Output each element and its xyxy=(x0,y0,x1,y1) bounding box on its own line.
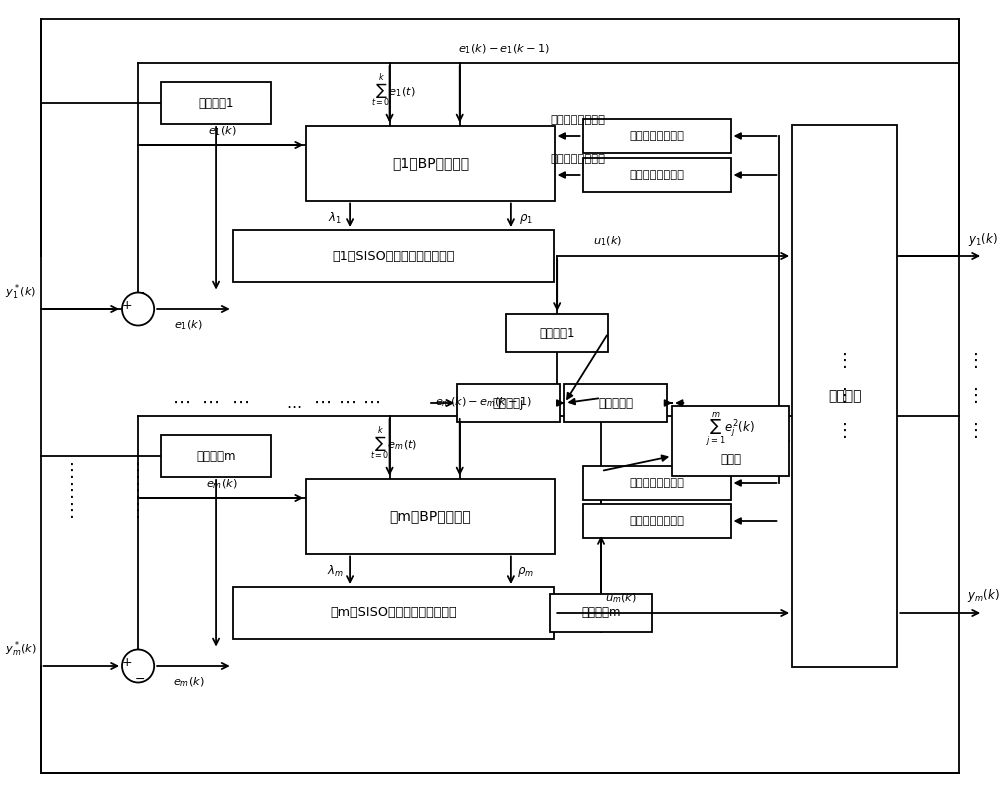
Text: ⋮: ⋮ xyxy=(129,482,147,500)
Text: −: − xyxy=(135,286,145,300)
Text: $y_1(k)$: $y_1(k)$ xyxy=(968,230,998,248)
Text: 更新输出层权系数: 更新输出层权系数 xyxy=(551,154,606,164)
Text: 梯度信息集: 梯度信息集 xyxy=(598,396,633,410)
Text: 系统误差m: 系统误差m xyxy=(196,449,236,463)
Text: $e_m(k)$: $e_m(k)$ xyxy=(206,477,238,490)
Text: ⋯: ⋯ xyxy=(363,394,381,412)
Text: +: + xyxy=(122,656,133,668)
Text: 被控对象: 被控对象 xyxy=(828,389,861,403)
Text: $e_1(k)$: $e_1(k)$ xyxy=(208,124,237,138)
Text: ⋯: ⋯ xyxy=(202,394,220,412)
Text: $\sum_{j=1}^{m}e_j^2(k)$: $\sum_{j=1}^{m}e_j^2(k)$ xyxy=(706,411,755,448)
Text: $y_1^*(k)$: $y_1^*(k)$ xyxy=(5,282,37,302)
Text: …: … xyxy=(286,396,302,411)
Circle shape xyxy=(122,293,154,326)
FancyBboxPatch shape xyxy=(306,126,555,200)
Text: ⋯: ⋯ xyxy=(314,394,332,412)
Text: ⋯: ⋯ xyxy=(339,394,357,412)
Text: ⋮: ⋮ xyxy=(129,462,147,480)
Text: 更新输出层权系数: 更新输出层权系数 xyxy=(629,170,684,180)
Text: ⋯: ⋯ xyxy=(173,394,191,412)
Text: 系统误差1: 系统误差1 xyxy=(198,97,234,109)
Text: ⋮: ⋮ xyxy=(836,352,854,370)
FancyBboxPatch shape xyxy=(457,384,560,422)
Text: ⋮: ⋮ xyxy=(63,502,81,520)
Circle shape xyxy=(122,649,154,683)
FancyBboxPatch shape xyxy=(161,82,271,124)
Text: +: + xyxy=(122,298,133,312)
FancyBboxPatch shape xyxy=(583,158,731,192)
Text: $y_m^*(k)$: $y_m^*(k)$ xyxy=(5,639,37,659)
Text: $\rho_m$: $\rho_m$ xyxy=(517,565,534,578)
Text: $\sum_{t=0}^{k}e_1(t)$: $\sum_{t=0}^{k}e_1(t)$ xyxy=(371,72,416,110)
FancyBboxPatch shape xyxy=(792,125,897,667)
Text: $\rho_1$: $\rho_1$ xyxy=(519,211,532,225)
Text: 更新隐含层权系数: 更新隐含层权系数 xyxy=(629,478,684,488)
Text: ⋯: ⋯ xyxy=(231,394,249,412)
Text: 更新隐含层权系数: 更新隐含层权系数 xyxy=(629,131,684,141)
Text: $u_1(k)$: $u_1(k)$ xyxy=(593,234,622,248)
Text: ⋮: ⋮ xyxy=(967,422,985,440)
Text: $e_1(k)-e_1(k-1)$: $e_1(k)-e_1(k-1)$ xyxy=(458,42,549,56)
Text: $u_m(k)$: $u_m(k)$ xyxy=(605,591,636,605)
Text: $\sum_{t=0}^{k}e_m(t)$: $\sum_{t=0}^{k}e_m(t)$ xyxy=(370,426,417,463)
Text: $e_1(k)$: $e_1(k)$ xyxy=(174,318,203,331)
Text: ⋮: ⋮ xyxy=(129,502,147,520)
FancyBboxPatch shape xyxy=(550,594,652,632)
Text: $\lambda_m$: $\lambda_m$ xyxy=(327,564,344,579)
Text: $e_m(k)$: $e_m(k)$ xyxy=(173,676,205,689)
Text: −: − xyxy=(135,672,145,686)
FancyBboxPatch shape xyxy=(306,479,555,554)
FancyBboxPatch shape xyxy=(672,406,789,476)
Text: $y_m(k)$: $y_m(k)$ xyxy=(967,588,999,604)
Text: ⋮: ⋮ xyxy=(63,462,81,480)
Text: ⋮: ⋮ xyxy=(967,352,985,370)
FancyBboxPatch shape xyxy=(233,587,554,639)
Text: 第1个BP神经网络: 第1个BP神经网络 xyxy=(392,156,469,170)
Text: 更新隐含层权系数: 更新隐含层权系数 xyxy=(551,115,606,125)
FancyBboxPatch shape xyxy=(583,119,731,153)
Text: 第m个BP神经网络: 第m个BP神经网络 xyxy=(390,509,471,523)
Text: 更新输出层权系数: 更新输出层权系数 xyxy=(629,516,684,526)
Text: ⋮: ⋮ xyxy=(836,387,854,405)
Text: 梯度信息j: 梯度信息j xyxy=(493,396,524,410)
Text: 第1个SISO紧格式无模型控制器: 第1个SISO紧格式无模型控制器 xyxy=(332,249,455,263)
Text: $e_m(k)-e_m(k-1)$: $e_m(k)-e_m(k-1)$ xyxy=(435,396,533,409)
Text: $\lambda_1$: $\lambda_1$ xyxy=(328,211,342,226)
Text: ⋮: ⋮ xyxy=(967,387,985,405)
FancyBboxPatch shape xyxy=(233,230,554,282)
Text: 最小化: 最小化 xyxy=(720,452,741,465)
Text: 梯度信息1: 梯度信息1 xyxy=(539,327,575,339)
FancyBboxPatch shape xyxy=(161,435,271,477)
Text: ⋮: ⋮ xyxy=(63,482,81,500)
Text: ⋮: ⋮ xyxy=(836,422,854,440)
Text: 第m个SISO紧格式无模型控制器: 第m个SISO紧格式无模型控制器 xyxy=(330,607,457,619)
Text: 梯度信息m: 梯度信息m xyxy=(581,607,621,619)
FancyBboxPatch shape xyxy=(506,314,608,352)
FancyBboxPatch shape xyxy=(583,466,731,500)
FancyBboxPatch shape xyxy=(564,384,667,422)
FancyBboxPatch shape xyxy=(583,504,731,538)
